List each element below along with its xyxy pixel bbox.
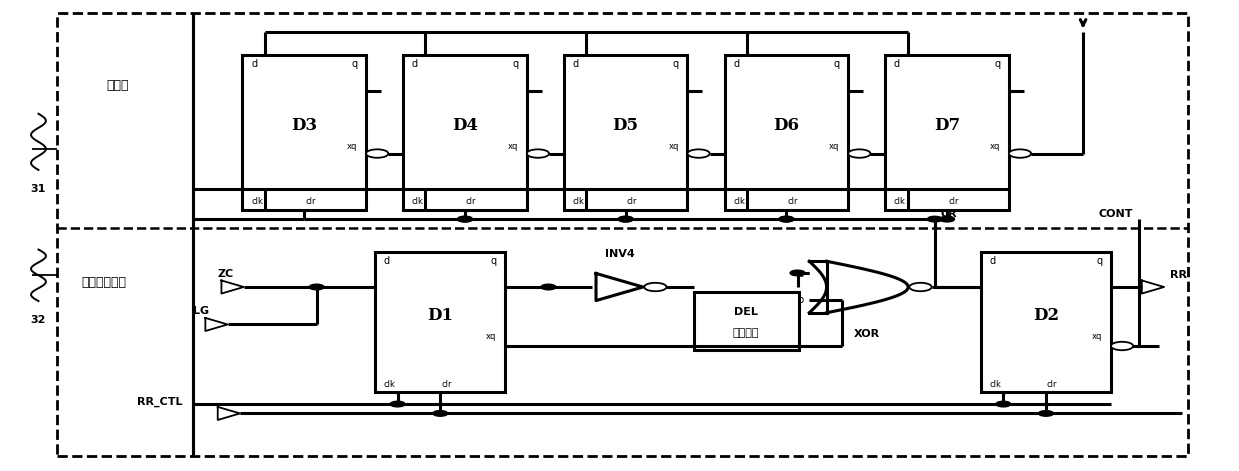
Text: xq: xq — [1092, 332, 1103, 341]
Text: ZC: ZC — [218, 269, 234, 279]
Circle shape — [688, 149, 710, 158]
Bar — [725, 55, 849, 210]
Circle shape — [432, 411, 447, 416]
Text: q: q — [1097, 256, 1103, 266]
Circle shape — [310, 284, 325, 290]
Text: d: d — [384, 256, 390, 266]
Circle shape — [541, 284, 556, 290]
Circle shape — [618, 216, 633, 222]
Text: D6: D6 — [773, 117, 799, 134]
Text: q: q — [352, 59, 357, 69]
Text: clr: clr — [466, 197, 477, 206]
Circle shape — [1009, 149, 1031, 158]
Text: clr: clr — [441, 380, 452, 389]
Text: clk: clk — [252, 197, 263, 206]
Text: xq: xq — [347, 142, 357, 151]
Circle shape — [790, 270, 805, 276]
Bar — [981, 252, 1111, 392]
Text: clk: clk — [572, 197, 585, 206]
Text: 延时电路: 延时电路 — [733, 328, 760, 338]
Text: d: d — [990, 256, 996, 266]
Text: q: q — [834, 59, 840, 69]
Text: a: a — [797, 269, 803, 279]
Text: D2: D2 — [1033, 307, 1059, 324]
Circle shape — [849, 149, 871, 158]
Bar — [694, 292, 799, 350]
Circle shape — [1111, 342, 1134, 350]
Text: q: q — [512, 59, 518, 69]
Text: CONT: CONT — [1098, 209, 1132, 219]
Text: b: b — [797, 295, 803, 305]
Circle shape — [909, 283, 932, 291]
Text: clk: clk — [990, 380, 1001, 389]
Text: d: d — [411, 59, 418, 69]
Text: 31: 31 — [31, 184, 46, 194]
Text: d: d — [252, 59, 258, 69]
Text: d: d — [572, 59, 579, 69]
Circle shape — [618, 216, 633, 222]
Text: clk: clk — [733, 197, 745, 206]
Circle shape — [527, 149, 549, 158]
Text: XOR: XOR — [854, 329, 880, 339]
Circle shape — [457, 216, 472, 222]
Text: q: q — [673, 59, 679, 69]
Circle shape — [390, 401, 405, 407]
Text: xq: xq — [990, 142, 1000, 151]
Text: D5: D5 — [612, 117, 638, 134]
Text: DEL: DEL — [735, 307, 758, 317]
Text: RR_CTL: RR_CTL — [138, 397, 183, 407]
Text: clk: clk — [895, 197, 906, 206]
Bar — [886, 55, 1009, 210]
Text: D3: D3 — [291, 117, 317, 134]
Text: 分频器: 分频器 — [107, 79, 129, 92]
Bar — [564, 55, 688, 210]
Text: clr: clr — [787, 197, 798, 206]
Text: D4: D4 — [452, 117, 478, 134]
Text: xq: xq — [669, 142, 679, 151]
Text: d: d — [895, 59, 900, 69]
Circle shape — [779, 216, 794, 222]
Text: D7: D7 — [934, 117, 960, 134]
Text: 逻辑综合模块: 逻辑综合模块 — [82, 276, 126, 289]
Circle shape — [366, 149, 388, 158]
Text: LG: LG — [193, 306, 209, 317]
Text: 32: 32 — [31, 315, 46, 325]
Text: RR: RR — [1171, 270, 1187, 280]
Text: xq: xq — [486, 332, 497, 341]
Text: INV4: INV4 — [605, 249, 634, 259]
Circle shape — [457, 216, 472, 222]
Text: xq: xq — [829, 142, 840, 151]
Text: q: q — [491, 256, 497, 266]
Text: q: q — [994, 59, 1000, 69]
Bar — [243, 55, 366, 210]
Text: clr: clr — [305, 197, 316, 206]
Text: clk: clk — [384, 380, 396, 389]
Text: d: d — [733, 59, 740, 69]
Circle shape — [644, 283, 667, 291]
Text: clk: clk — [411, 197, 424, 206]
Circle shape — [927, 216, 942, 222]
Text: xq: xq — [508, 142, 518, 151]
Text: D1: D1 — [427, 307, 453, 324]
Circle shape — [1038, 411, 1053, 416]
Bar — [403, 55, 527, 210]
Circle shape — [996, 401, 1011, 407]
Text: clr: clr — [1047, 380, 1057, 389]
Bar — [375, 252, 506, 392]
Text: clr: clr — [627, 197, 637, 206]
Text: clr: clr — [948, 197, 959, 206]
Circle shape — [779, 216, 794, 222]
Text: CR: CR — [940, 209, 958, 219]
Circle shape — [939, 216, 954, 222]
